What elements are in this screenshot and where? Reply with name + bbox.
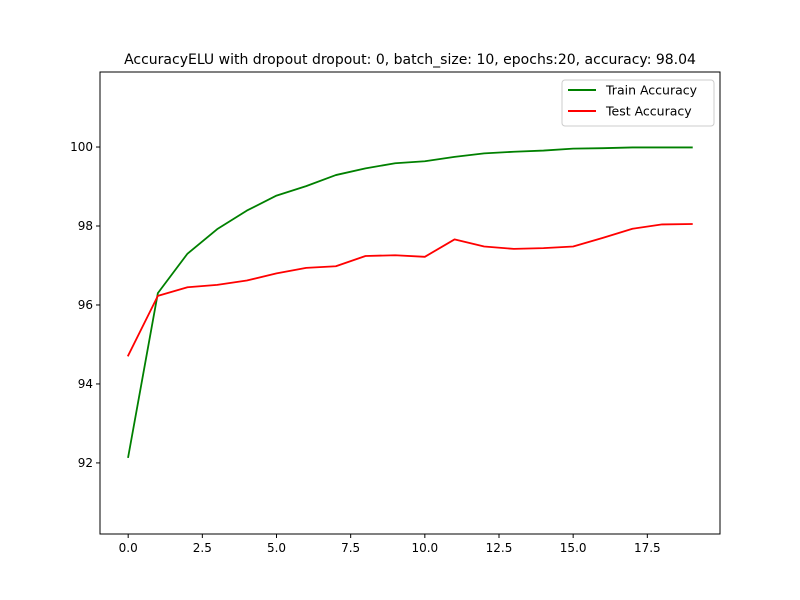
y-tick-label: 96: [78, 298, 93, 312]
x-axis: 0.0 2.5 5.0 7.5 10.0 12.5 15.0 17.5: [119, 534, 661, 555]
legend-label-test: Test Accuracy: [605, 104, 692, 119]
plot-area-frame: [99, 71, 721, 535]
legend-box: [561, 79, 715, 127]
y-tick-label: 94: [78, 377, 93, 391]
x-tick-label: 0.0: [119, 541, 138, 555]
series-line-train: [127, 146, 693, 459]
x-tick-label: 12.5: [486, 541, 513, 555]
legend-label-train: Train Accuracy: [605, 83, 698, 98]
chart-title: AccuracyELU with dropout dropout: 0, bat…: [124, 52, 696, 68]
x-tick-label: 5.0: [267, 541, 286, 555]
x-tick-label: 15.0: [560, 541, 587, 555]
series-layer: [126, 146, 693, 459]
y-tick-label: 100: [70, 140, 93, 154]
y-tick-label: 92: [78, 456, 93, 470]
series-line-test: [126, 223, 693, 357]
x-tick-label: 2.5: [193, 541, 212, 555]
legend: Train Accuracy Test Accuracy: [561, 79, 715, 127]
y-axis: 92 94 96 98 100: [70, 140, 100, 470]
x-tick-label: 10.0: [411, 541, 438, 555]
x-tick-label: 17.5: [634, 541, 661, 555]
y-tick-label: 98: [78, 219, 93, 233]
x-tick-label: 7.5: [341, 541, 360, 555]
